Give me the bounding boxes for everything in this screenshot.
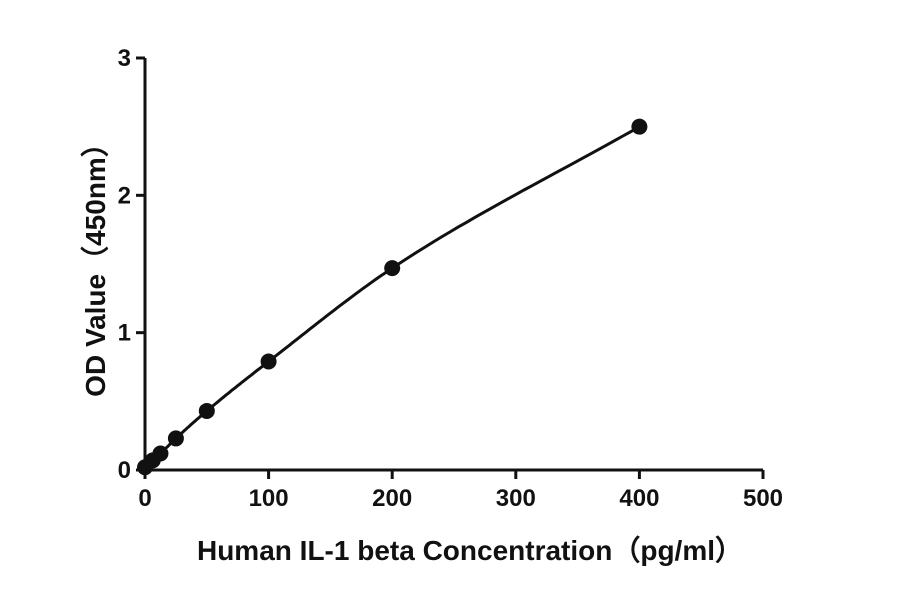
- axes: [143, 58, 763, 472]
- y-ticks: 0 1 2 3: [118, 45, 145, 484]
- x-tick-label: 500: [743, 485, 783, 512]
- y-tick-label: 1: [118, 320, 131, 347]
- x-tick-label: 100: [249, 485, 289, 512]
- x-tick-label: 300: [496, 485, 536, 512]
- x-axis-title: Human IL-1 beta Concentration（pg/ml）: [197, 534, 743, 566]
- data-point: [631, 118, 648, 135]
- data-point: [384, 260, 401, 277]
- y-tick-label: 3: [118, 45, 131, 72]
- y-axis-title: OD Value（450nm）: [79, 129, 111, 397]
- x-tick-label: 0: [138, 485, 151, 512]
- x-tick-label: 200: [372, 485, 412, 512]
- data-points: [137, 118, 648, 476]
- x-tick-label: 400: [619, 485, 659, 512]
- y-tick-label: 2: [118, 182, 131, 209]
- fit-curve: [143, 125, 641, 469]
- data-point: [167, 430, 184, 447]
- x-ticks: 0 100 200 300 400 500: [138, 470, 783, 512]
- data-point: [152, 445, 169, 462]
- data-point: [260, 353, 277, 370]
- y-tick-label: 0: [118, 457, 131, 484]
- data-point: [198, 402, 215, 419]
